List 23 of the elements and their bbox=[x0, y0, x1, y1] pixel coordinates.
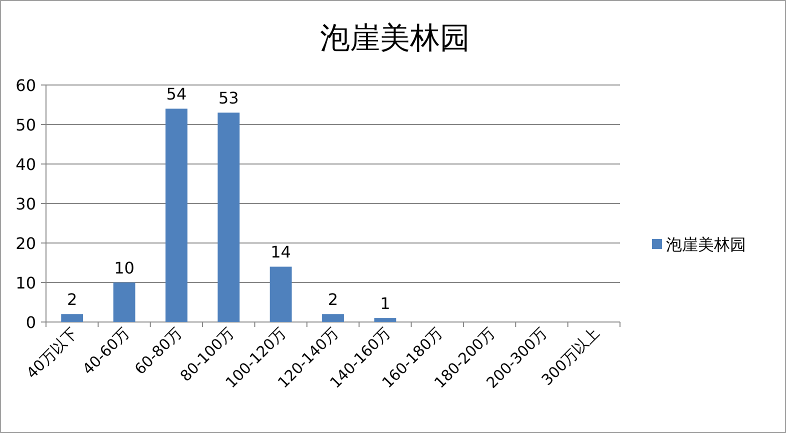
data-label: 2 bbox=[328, 290, 338, 310]
y-tick-label: 60 bbox=[16, 76, 36, 95]
data-label: 54 bbox=[166, 84, 187, 104]
bar bbox=[322, 314, 344, 322]
data-label: 2 bbox=[66, 290, 78, 310]
data-label: 1 bbox=[380, 294, 390, 314]
y-tick-label: 50 bbox=[16, 116, 36, 134]
y-tick-label: 10 bbox=[16, 274, 36, 292]
bar bbox=[61, 314, 84, 322]
y-tick-label: 30 bbox=[16, 194, 36, 214]
chart-title: 泡崖美林园 bbox=[320, 21, 470, 56]
y-tick-label: 0 bbox=[26, 313, 36, 332]
bar bbox=[270, 266, 292, 322]
data-label: 10 bbox=[114, 258, 134, 278]
y-tick-label: 20 bbox=[16, 234, 36, 253]
y-tick-label: 40 bbox=[16, 155, 36, 174]
data-label: 53 bbox=[218, 88, 239, 108]
bar bbox=[113, 282, 136, 322]
data-label: 14 bbox=[270, 242, 291, 262]
bar bbox=[218, 112, 240, 322]
bar bbox=[165, 108, 188, 322]
legend-label: 泡崖美林园 bbox=[666, 235, 746, 254]
bar bbox=[374, 318, 396, 322]
